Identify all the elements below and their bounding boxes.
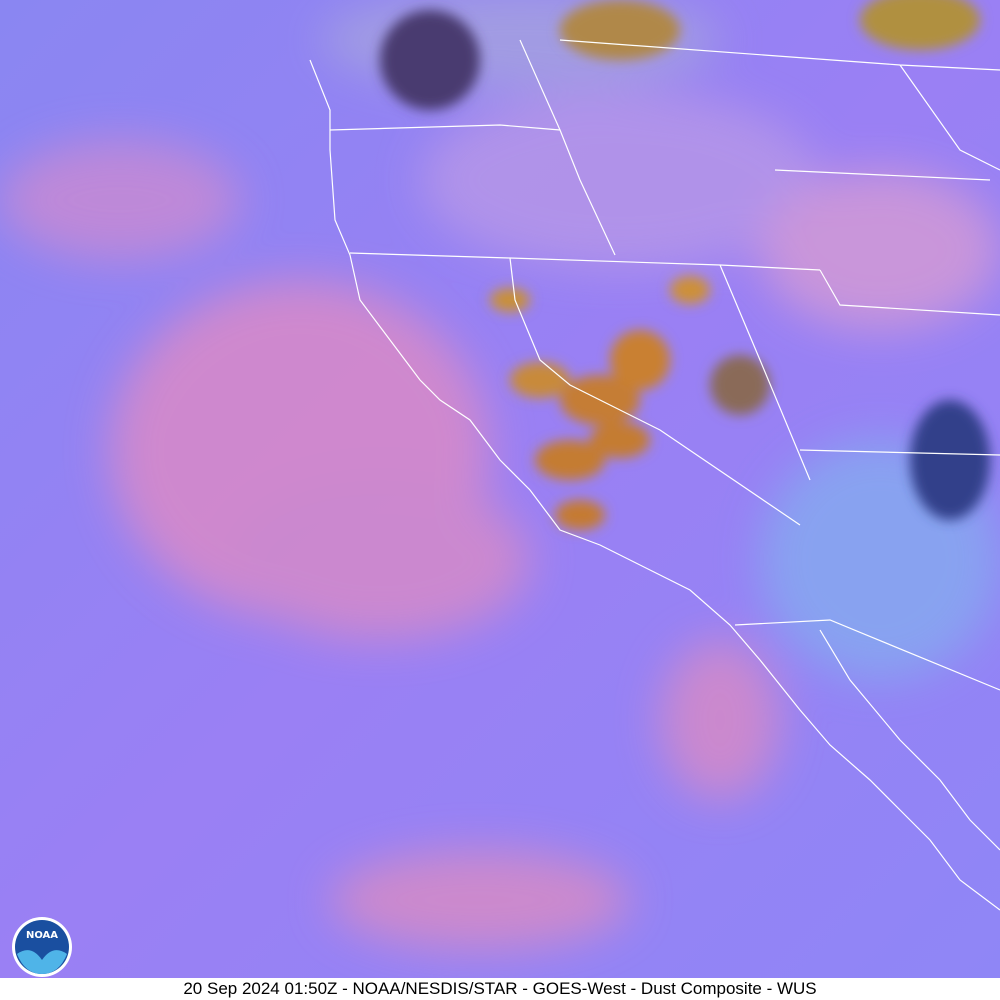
satellite-image (0, 0, 1000, 978)
caption: 20 Sep 2024 01:50Z - NOAA/NESDIS/STAR - … (0, 978, 1000, 1000)
boundaries (309, 39, 1000, 911)
noaa-logo: NOAA (12, 917, 72, 977)
logo-label: NOAA (26, 930, 58, 941)
convective-clouds (380, 0, 990, 530)
